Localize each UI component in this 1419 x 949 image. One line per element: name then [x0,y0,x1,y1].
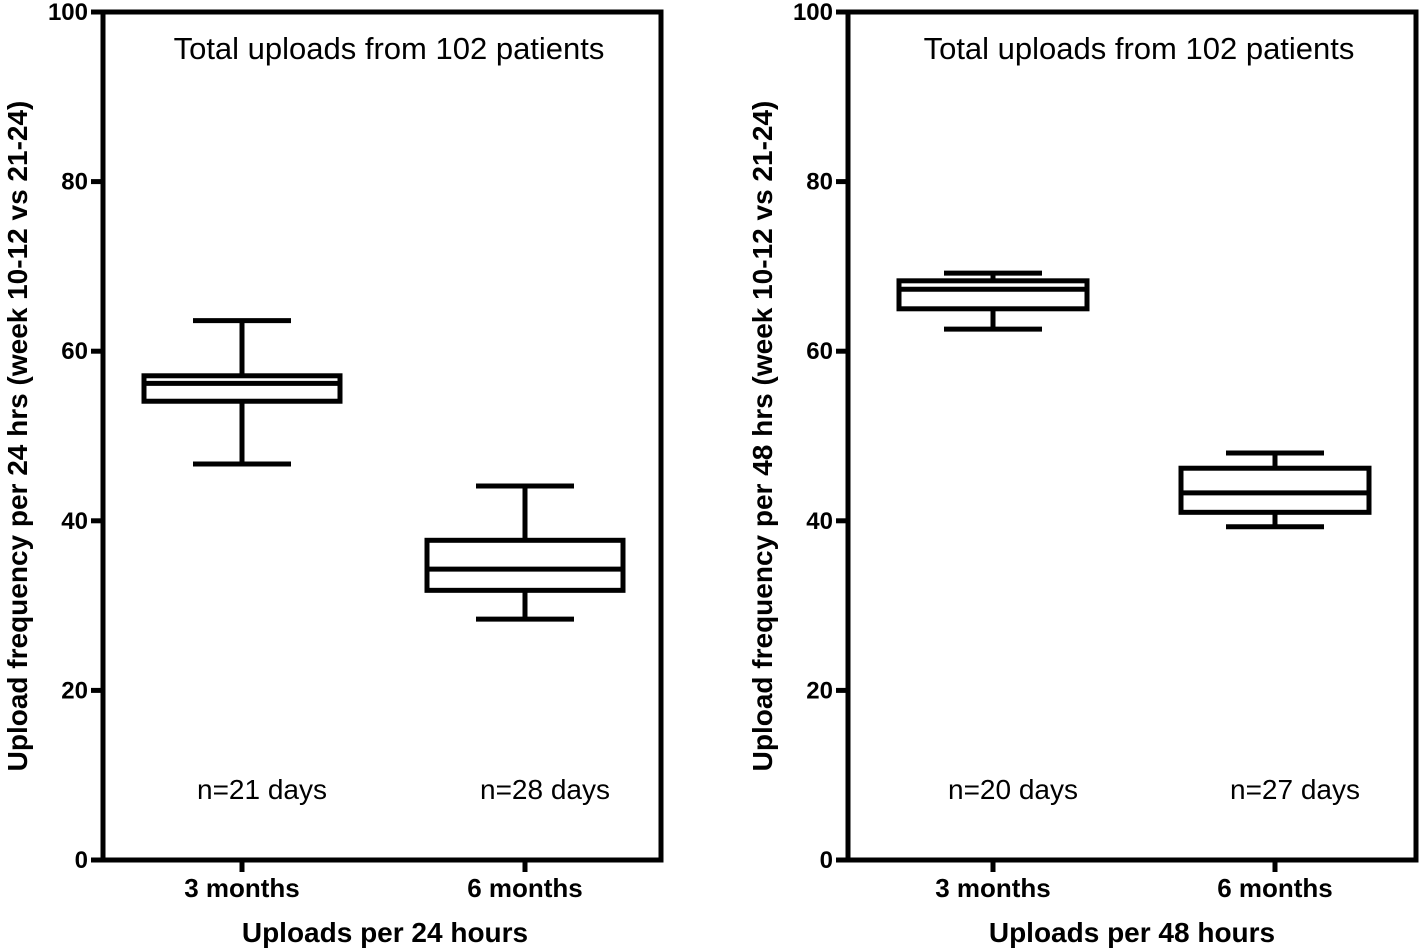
y-tick-label: 40 [806,508,833,535]
y-tick-label: 60 [61,338,88,365]
chart-title: Total uploads from 102 patients [174,31,605,66]
box-6-months [424,483,626,622]
n-annotation: n=21 days [197,774,327,805]
box-3-months [141,318,343,467]
box-6-months [1178,450,1372,530]
y-tick-label: 20 [806,677,833,704]
y-tick-label: 20 [61,677,88,704]
iqr-box [1178,465,1372,515]
y-axis-title: Upload frequency per 24 hrs (week 10-12 … [2,101,33,772]
n-annotation: n=28 days [480,774,610,805]
box-3-months [896,270,1090,332]
iqr-box [896,278,1090,312]
y-tick-label: 100 [48,0,88,26]
iqr-box [141,373,343,404]
iqr-box [424,537,626,593]
chart-panel-24h: Total uploads from 102 patients Uploads … [2,0,664,948]
y-tick-label: 100 [793,0,833,26]
x-tick-label: 6 months [467,873,583,903]
x-tick-label: 6 months [1217,873,1333,903]
y-tick-label: 0 [75,847,88,874]
chart-title: Total uploads from 102 patients [924,31,1355,66]
plot-frame [845,9,1419,863]
y-tick-label: 60 [806,338,833,365]
x-axis-title: Uploads per 24 hours [242,917,528,948]
y-tick-label: 80 [61,169,88,196]
y-axis-title: Upload frequency per 48 hrs (week 10-12 … [747,101,778,772]
n-annotation: n=27 days [1230,774,1360,805]
x-tick-label: 3 months [184,873,300,903]
x-axis-title: Uploads per 48 hours [989,917,1275,948]
y-tick-label: 40 [61,508,88,535]
plot-frame [100,9,664,863]
chart-panel-48h: Total uploads from 102 patients Uploads … [747,0,1419,948]
x-tick-label: 3 months [935,873,1051,903]
y-tick-label: 0 [820,847,833,874]
n-annotation: n=20 days [948,774,1078,805]
y-tick-label: 80 [806,169,833,196]
